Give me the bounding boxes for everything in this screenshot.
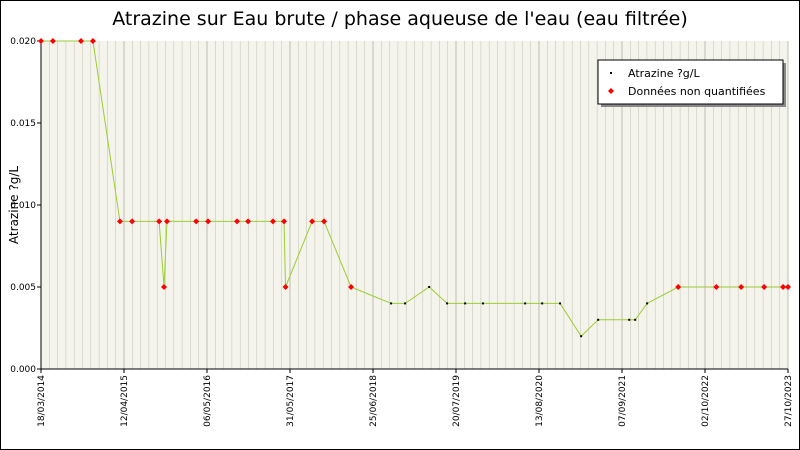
legend-label: Atrazine ?g/L <box>628 67 701 80</box>
non-quantified-point <box>761 284 768 290</box>
non-quantified-point <box>269 218 276 225</box>
x-tick-label: 13/08/2020 <box>535 375 545 427</box>
data-point <box>646 302 649 305</box>
data-point <box>428 286 431 288</box>
x-tick-label: 18/03/2014 <box>37 375 47 427</box>
non-quantified-point <box>675 284 682 290</box>
data-point <box>580 335 583 338</box>
y-tick-label: 0.005 <box>10 283 36 293</box>
y-tick-label: 0.015 <box>10 119 36 129</box>
non-quantified-point <box>738 284 745 290</box>
non-quantified-point <box>309 218 316 225</box>
x-tick-label: 31/05/2017 <box>286 375 296 427</box>
non-quantified-point <box>129 218 136 225</box>
data-point <box>446 302 449 305</box>
data-point <box>524 302 527 305</box>
x-tick-label: 07/09/2021 <box>618 375 628 427</box>
non-quantified-point <box>78 38 85 44</box>
x-tick-label: 12/04/2015 <box>120 375 130 427</box>
legend-marker <box>608 88 614 94</box>
non-quantified-point <box>713 284 720 290</box>
non-quantified-point <box>205 218 212 225</box>
x-tick-label: 25/06/2018 <box>369 375 379 427</box>
legend: Atrazine ?g/L Données non quantifiées <box>597 59 786 107</box>
data-point <box>634 318 637 321</box>
non-quantified-point <box>116 218 123 225</box>
y-axis-label: Atrazine ?g/L <box>7 166 21 244</box>
x-tick-label: 02/10/2022 <box>701 375 711 427</box>
non-quantified-point <box>156 218 163 225</box>
non-quantified-point <box>282 284 289 290</box>
non-quantified-point <box>38 38 44 44</box>
data-point <box>464 302 467 305</box>
non-quantified-point <box>348 284 355 290</box>
non-quantified-point <box>321 218 328 225</box>
non-quantified-point <box>193 218 200 225</box>
data-point <box>482 302 485 305</box>
y-tick-label: 0.000 <box>10 365 36 375</box>
legend-marker <box>610 72 612 74</box>
x-tick-label: 06/05/2016 <box>203 375 213 427</box>
y-tick-label: 0.010 <box>10 201 36 211</box>
chart-title: Atrazine sur Eau brute / phase aqueuse d… <box>112 8 688 30</box>
non-quantified-point <box>89 38 96 44</box>
data-point <box>628 318 631 321</box>
non-quantified-point <box>245 218 252 225</box>
legend-label: Données non quantifiées <box>628 85 766 98</box>
non-quantified-point <box>281 218 288 225</box>
x-tick-label: 27/10/2023 <box>784 375 794 427</box>
non-quantified-point <box>161 284 168 290</box>
non-quantified-point <box>234 218 241 225</box>
x-tick-label: 20/07/2019 <box>452 375 462 427</box>
legend-box <box>597 59 784 105</box>
non-quantified-point <box>780 284 787 290</box>
data-point <box>559 302 562 305</box>
data-point <box>390 302 393 305</box>
non-quantified-point <box>163 218 170 225</box>
data-point <box>597 318 600 321</box>
non-quantified-point <box>785 284 791 290</box>
data-point <box>541 302 544 305</box>
y-tick-label: 0.020 <box>10 37 36 47</box>
non-quantified-point <box>49 38 56 44</box>
data-point <box>404 302 407 305</box>
